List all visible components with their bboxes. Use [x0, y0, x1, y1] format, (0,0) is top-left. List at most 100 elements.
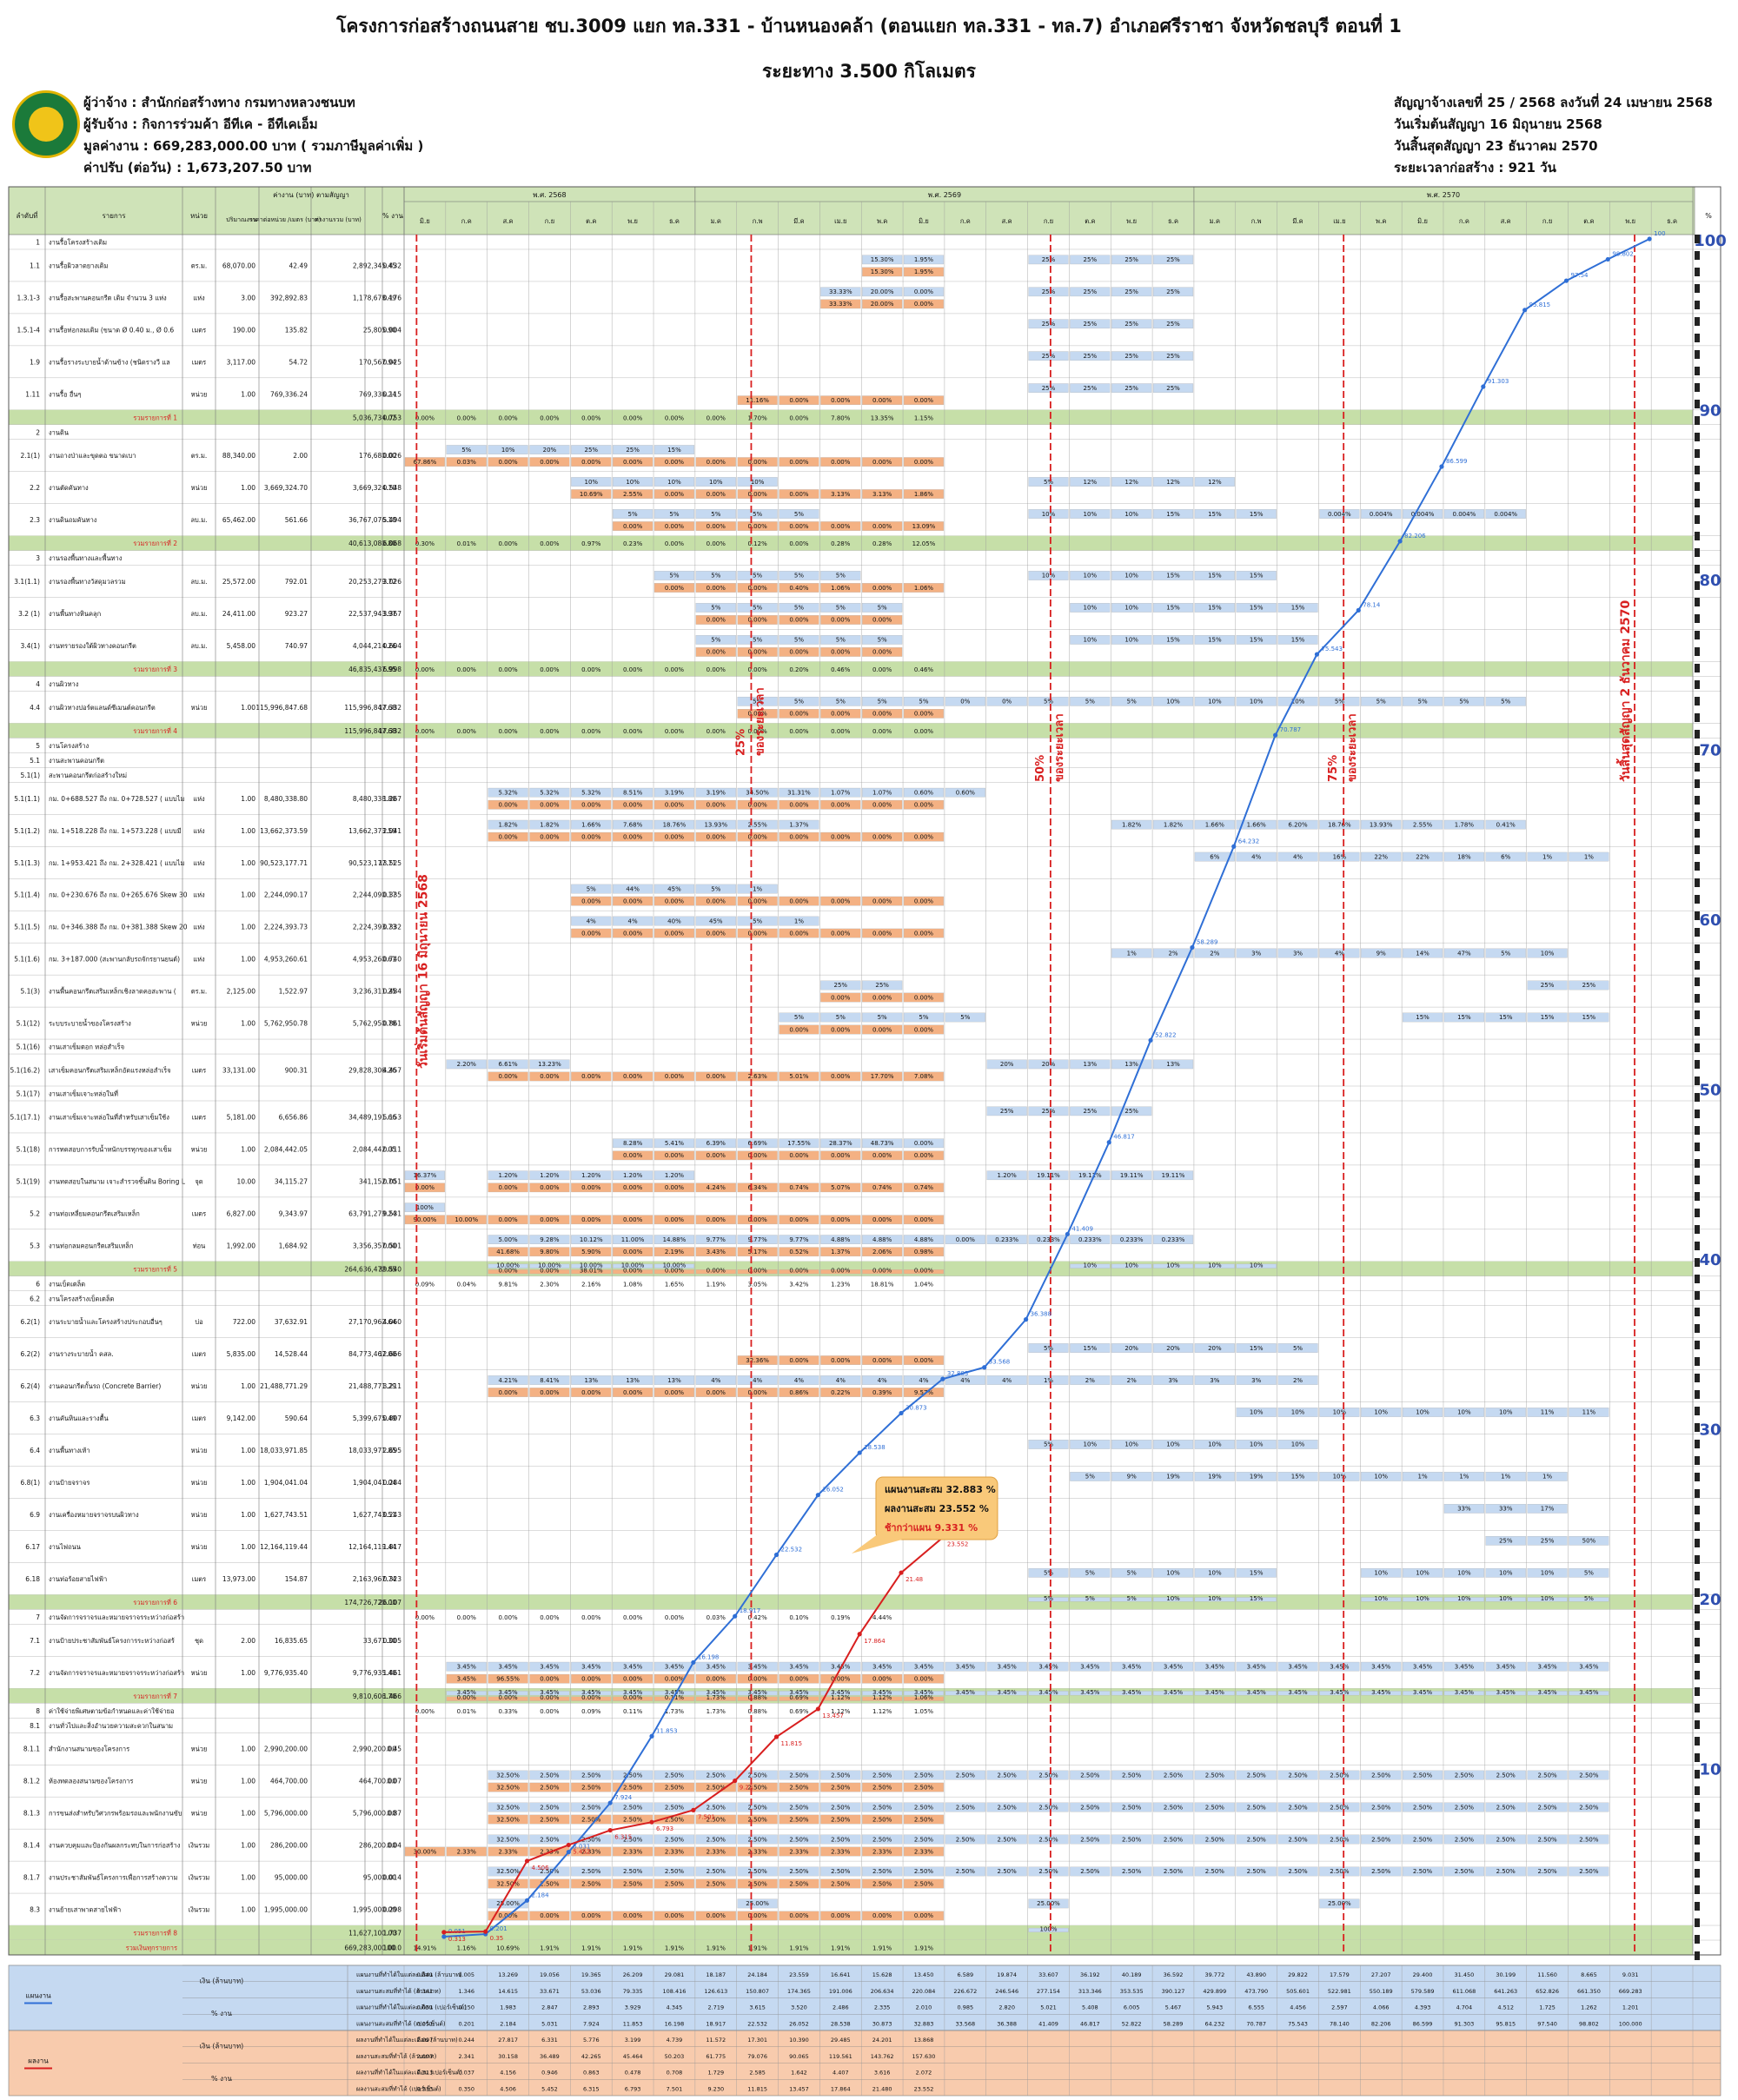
- plan-bar-label: 3.45%: [1496, 1689, 1516, 1696]
- actual-bar-label: 0.00%: [872, 585, 892, 592]
- plan-bar: [653, 1375, 695, 1385]
- scale-tick: [1695, 961, 1700, 970]
- plan-bar-label: 2.50%: [998, 1772, 1018, 1779]
- plan-bar-label: 4%: [711, 1377, 720, 1384]
- series-point-label-0: 70.787: [1280, 726, 1302, 733]
- plan-bar: [1402, 1691, 1443, 1696]
- plan-bar-label: 2.50%: [831, 1868, 851, 1875]
- row-weight: 0.484: [383, 988, 402, 996]
- plan-bar: [779, 603, 819, 613]
- summary-value: 2.097: [417, 2053, 434, 2060]
- plan-bar: [1319, 1770, 1360, 1780]
- actual-bar-label: 0.00%: [581, 1675, 601, 1682]
- plan-bar: [1070, 1440, 1111, 1449]
- month-label-19: ม.ค: [1210, 217, 1220, 225]
- summary-value: 226.672: [953, 1988, 977, 1995]
- total-row-value: 1.91%: [872, 1945, 892, 1952]
- plan-bar: [1402, 509, 1443, 519]
- plan-bar: [1402, 1802, 1443, 1812]
- row-item-name: งานรื้อผิวลาดยางเดิม: [49, 261, 109, 269]
- summary-value: 4.393: [1415, 2004, 1431, 2011]
- plan-bar-label: 3.19%: [665, 789, 685, 796]
- plan-bar: [737, 1661, 778, 1672]
- scale-tick: [1695, 350, 1700, 359]
- summary-value: 0.051: [417, 2020, 434, 2027]
- plan-bar-label: 10%: [1166, 1570, 1180, 1577]
- row-amount: 769,336.24: [359, 390, 396, 398]
- row-item-name: กม. 1+518.228 ถึง กม. 1+573.228 ( แบบมี: [49, 827, 182, 835]
- plan-bar: [1028, 1927, 1069, 1932]
- row-amount: 5,399,675.49: [353, 1414, 396, 1422]
- plan-bar: [1527, 1504, 1568, 1514]
- month-label-11: พ.ค: [877, 217, 887, 225]
- plan-bar: [695, 1138, 736, 1149]
- plan-bar-label: 3.45%: [1080, 1663, 1100, 1670]
- plan-bar-label: 2.50%: [1371, 1836, 1391, 1843]
- plan-bar: [1070, 696, 1111, 706]
- plan-bar: [737, 1235, 778, 1244]
- actual-bar-label: 0.00%: [789, 833, 809, 840]
- plan-bar: [820, 696, 861, 706]
- summary-value: 27.207: [1371, 1971, 1391, 1978]
- plan-bar: [1443, 819, 1484, 830]
- plan-bar-label: 2.50%: [1122, 1804, 1142, 1811]
- actual-bar-label: 10.69%: [580, 491, 603, 498]
- plan-bar: [1319, 1834, 1360, 1845]
- plan-bar: [529, 1263, 570, 1269]
- row-unit: เมตร: [192, 1575, 206, 1583]
- actual-bar-label: 3.43%: [706, 1249, 726, 1255]
- scale-label: 30: [1699, 1421, 1721, 1440]
- plan-bar: [862, 696, 903, 706]
- actual-bar-label: 0.00%: [872, 459, 892, 466]
- plan-bar-label: 5%: [836, 1014, 846, 1021]
- plan-bar-label: 5%: [919, 1014, 928, 1021]
- actual-bar-label: 10.00%: [454, 1216, 478, 1223]
- plan-bar-label: 2.50%: [789, 1804, 809, 1811]
- series-point-label-0: 86.599: [1446, 458, 1468, 465]
- plan-bar-label: 3.45%: [872, 1663, 892, 1670]
- plan-bar-label: 25%: [1124, 385, 1138, 392]
- plan-bar: [1028, 696, 1069, 706]
- plan-bar: [1485, 509, 1526, 519]
- row-no: 2.2: [30, 484, 40, 492]
- plan-bar-label: 1.66%: [1247, 821, 1267, 828]
- plan-bar: [1569, 851, 1609, 862]
- total-row-value: 1.91%: [789, 1945, 809, 1952]
- total-row-value: 0.11%: [623, 1708, 643, 1715]
- actual-bar-label: 0.00%: [831, 994, 851, 1001]
- plan-bar-label: 10%: [1166, 1595, 1180, 1602]
- plan-bar: [1028, 1106, 1069, 1116]
- row-total-label: รวมรายการที่ 6: [133, 1598, 177, 1606]
- row-item-name: งานจัดการจราจรและหมายจราจรระหว่างก่อสร้า: [49, 1669, 184, 1677]
- plan-bar-label: 3.45%: [1330, 1663, 1350, 1670]
- plan-bar-label: 10%: [1124, 605, 1138, 612]
- actual-bar-label: 0.00%: [665, 1184, 685, 1191]
- plan-bar: [737, 477, 778, 487]
- scale-tick: [1695, 1060, 1700, 1069]
- row-item-name: งานคันหินและรางตื้น: [49, 1414, 109, 1422]
- row-unit: เงินรวม: [189, 1906, 210, 1914]
- actual-bar-label: 0.00%: [831, 1026, 851, 1033]
- total-row-value: 0.97%: [581, 540, 601, 547]
- plan-bar-label: 25%: [584, 447, 598, 454]
- summary-value: 5.031: [541, 2020, 558, 2027]
- scale-tick: [1695, 895, 1700, 904]
- plan-bar-label: 10.00%: [538, 1262, 561, 1269]
- summary-value: 23.552: [914, 2085, 934, 2092]
- actual-bar-label: 0.00%: [540, 1912, 560, 1919]
- plan-bar: [1485, 1866, 1526, 1877]
- summary-value: 17.579: [1330, 1971, 1350, 1978]
- row-item-name: งานเครื่องหมายจราจรบนผิวทาง: [49, 1510, 139, 1519]
- row-no: 1.1: [30, 262, 40, 269]
- plan-bar: [1111, 319, 1152, 329]
- plan-bar-label: 25%: [1124, 353, 1138, 360]
- plan-bar: [903, 1235, 945, 1244]
- row-amount: 34,489,191.66: [348, 1113, 396, 1121]
- plan-bar: [571, 1661, 612, 1672]
- plan-bar: [653, 1770, 695, 1780]
- plan-bar-label: 2.50%: [1122, 1868, 1142, 1875]
- plan-bar-label: 25%: [1499, 1538, 1513, 1545]
- plan-bar: [737, 1375, 778, 1385]
- project-info-left: ผู้ว่าจ้าง : สำนักก่อสร้างทาง กรมทางหลวง…: [83, 92, 423, 179]
- summary-value: 23.559: [789, 1971, 809, 1978]
